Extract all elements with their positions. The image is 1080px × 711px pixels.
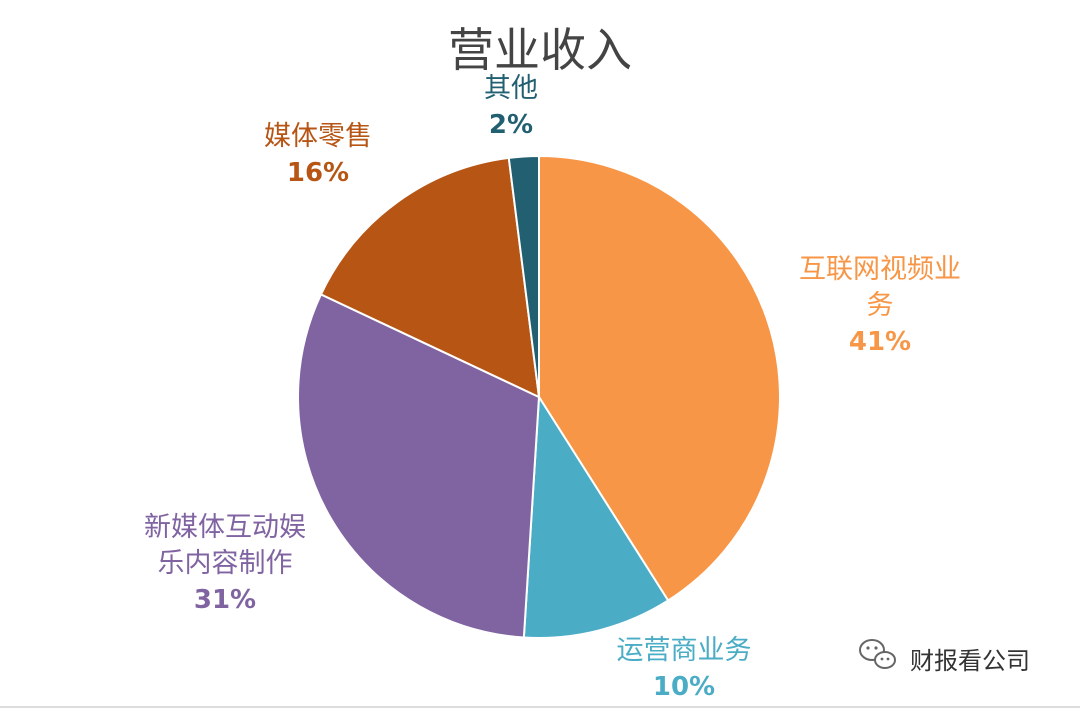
pie-slice-3 xyxy=(297,293,541,639)
data-label-category: 运营商业务 xyxy=(617,635,752,666)
watermark: 财报看公司 xyxy=(859,639,1030,675)
data-label-percent: 31% xyxy=(194,585,256,615)
data-label-4: 媒体零售 16% xyxy=(264,121,372,188)
data-label-category: 其他 xyxy=(484,73,538,104)
bottom-divider xyxy=(0,706,1080,708)
data-label-category: 新媒体互动娱 xyxy=(144,512,306,543)
pie-slice-2 xyxy=(522,393,670,639)
chart-title: 营业收入 xyxy=(448,23,632,77)
data-label-5: 其他 2% xyxy=(484,73,538,140)
data-label-percent: 10% xyxy=(653,672,715,702)
data-label-2: 运营商业务 10% xyxy=(617,635,752,702)
pie-slices xyxy=(297,154,781,639)
pie-slice-4 xyxy=(319,156,541,399)
data-label-percent: 16% xyxy=(287,158,349,188)
pie-slice-5 xyxy=(507,154,540,398)
data-label-category: 乐内容制作 xyxy=(158,548,293,579)
data-label-category: 务 xyxy=(867,290,894,321)
data-label-category: 互联网视频业 xyxy=(799,254,961,285)
pie-slice-1 xyxy=(538,154,781,602)
watermark-text: 财报看公司 xyxy=(910,647,1030,675)
data-label-category: 媒体零售 xyxy=(264,121,372,152)
data-label-percent: 2% xyxy=(489,110,533,140)
wechat-icon xyxy=(859,639,896,669)
data-label-percent: 41% xyxy=(849,327,911,357)
